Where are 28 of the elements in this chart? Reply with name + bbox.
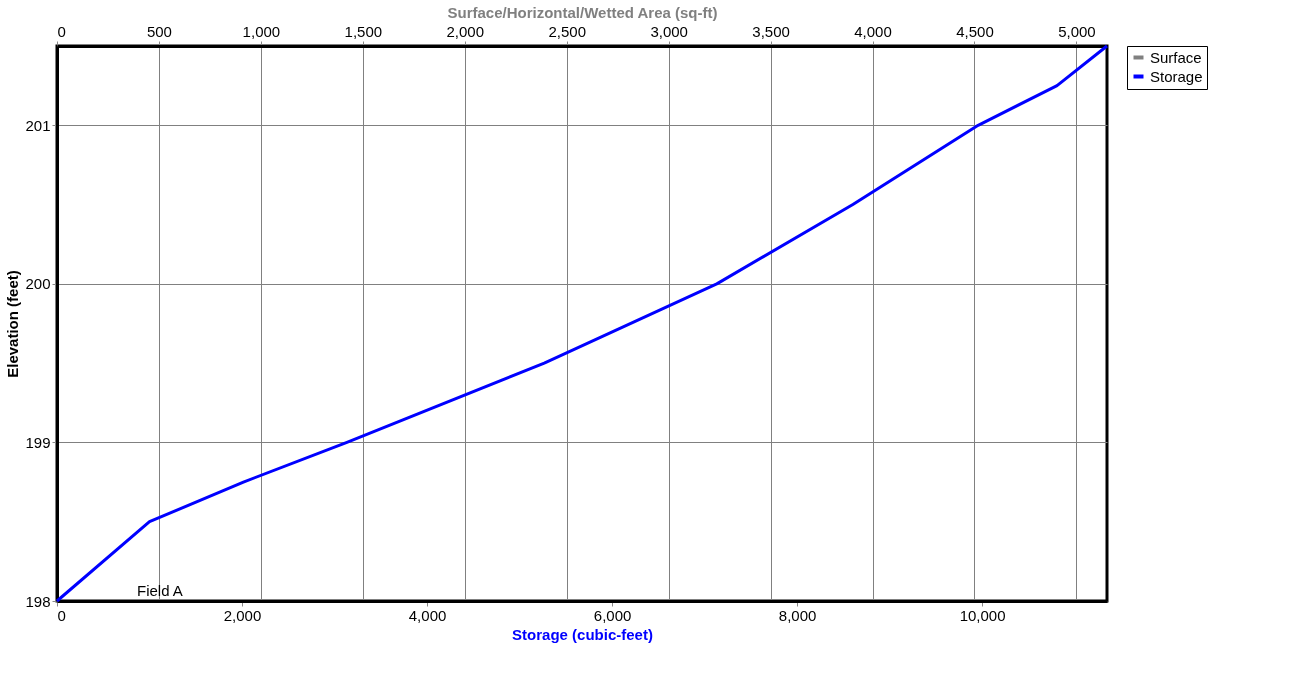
x-tick-label: 8,000 — [778, 606, 817, 624]
y-axis-title: Elevation (feet) — [4, 270, 22, 378]
y-tick-label: 200 — [25, 275, 51, 293]
x2-tick-label: 4,000 — [854, 22, 892, 40]
x2-tick-label: 0 — [57, 22, 66, 40]
x2-tick-label: 3,000 — [650, 22, 688, 40]
x2-tick-label: 5,000 — [1058, 22, 1096, 40]
y-tick-label: 201 — [25, 116, 51, 134]
x-axis-title: Storage (cubic-feet) — [512, 625, 653, 643]
x2-tick-label: 4,500 — [956, 22, 994, 40]
x-tick-label: 0 — [57, 606, 66, 624]
legend-label: Storage — [1150, 67, 1203, 85]
x-tick-label: 4,000 — [408, 606, 447, 624]
annotation: Field A — [137, 582, 183, 599]
x2-tick-label: 3,500 — [752, 22, 790, 40]
line-series — [55, 44, 1109, 603]
x2-tick-label: 500 — [146, 22, 172, 40]
x-tick-label: 2,000 — [223, 606, 262, 624]
x-tick-label: 10,000 — [959, 606, 1006, 624]
x2-tick-label: 1,500 — [344, 22, 383, 40]
x2-tick-label: 1,000 — [242, 22, 281, 40]
x2-tick-label: 2,500 — [548, 22, 586, 40]
x-tick-label: 6,000 — [593, 606, 632, 624]
y-tick-label: 198 — [25, 592, 51, 610]
legend-label: Surface — [1150, 48, 1202, 66]
x2-axis-title: Surface/Horizontal/Wetted Area (sq-ft) — [447, 3, 718, 21]
y-tick-label: 199 — [25, 433, 51, 451]
x2-tick-label: 2,000 — [446, 22, 485, 40]
